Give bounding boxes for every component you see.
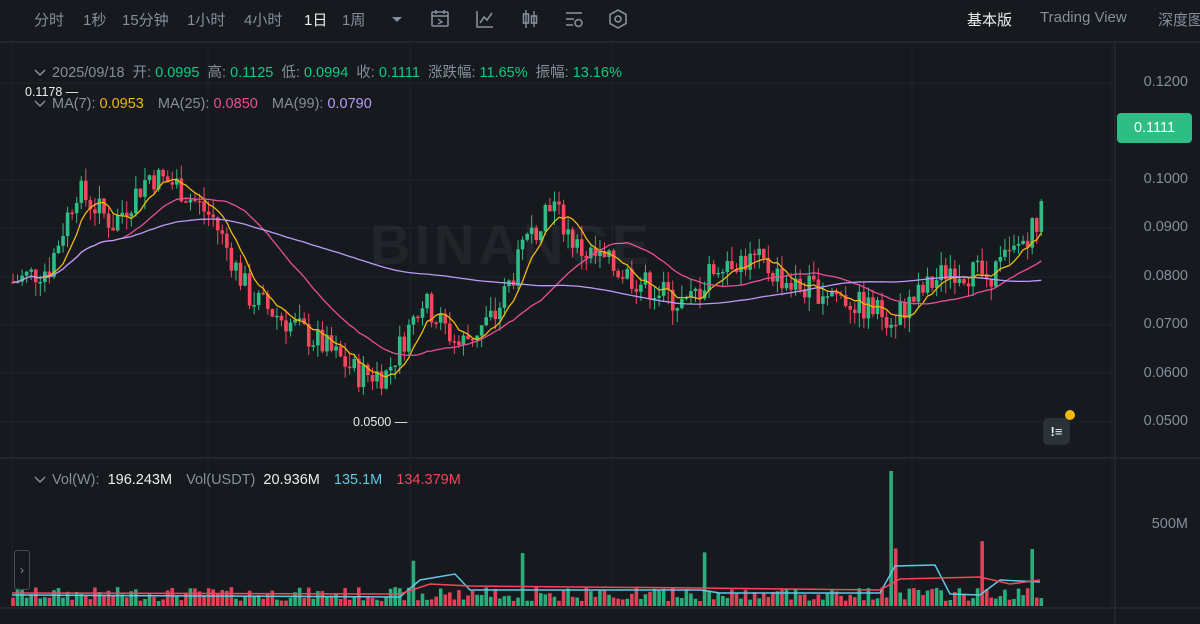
view-depth[interactable]: 深度图 <box>1158 12 1200 29</box>
toolbar: 分时 1秒 15分钟 1小时 4小时 1日 1周 基本版 Trading Vie… <box>0 0 1200 38</box>
ma25-label: MA(25): <box>157 96 210 112</box>
amp-label: 振幅: <box>535 65 569 81</box>
low-value: 0.0994 <box>303 65 349 81</box>
amp-value: 13.16% <box>572 65 622 81</box>
ohlc-date: 2025/09/18 <box>52 65 125 81</box>
hexagon-settings-icon[interactable] <box>607 8 629 30</box>
price-tick: 0.0900 <box>1143 219 1188 235</box>
volume-layer <box>11 471 1044 606</box>
view-basic[interactable]: 基本版 <box>967 12 1013 29</box>
high-extreme-label: 0.1178 — <box>25 85 79 99</box>
news-icon: !≡ <box>1050 424 1063 439</box>
tf-1d[interactable]: 1日 <box>304 12 328 29</box>
tf-1s[interactable]: 1秒 <box>83 12 107 29</box>
vol-usdt-label: Vol(USDT) <box>186 472 256 488</box>
price-tick: 0.0600 <box>1143 365 1188 381</box>
change-value: 11.65% <box>479 65 528 81</box>
ma7-value: 0.0953 <box>99 96 144 112</box>
sidebar-toggle[interactable]: › <box>14 550 30 590</box>
price-tick: 0.0700 <box>1143 316 1188 332</box>
chevron-down-icon[interactable] <box>34 475 46 485</box>
candles-layer <box>11 165 1044 396</box>
change-label: 涨跌幅: <box>427 65 476 81</box>
tf-4h[interactable]: 4小时 <box>244 12 283 29</box>
price-tick: 0.0800 <box>1143 268 1188 284</box>
vol-ma1-value: 135.1M <box>333 472 383 488</box>
candle-settings-icon[interactable] <box>519 8 541 30</box>
layout-settings-icon[interactable] <box>563 8 585 30</box>
chevron-right-icon: › <box>20 563 24 577</box>
volume-tick: 500M <box>1151 516 1188 532</box>
view-tradingview[interactable]: Trading View <box>1040 9 1127 26</box>
vol-label: Vol(W): <box>52 472 100 488</box>
price-tick: 0.1200 <box>1143 74 1188 90</box>
chart-grid <box>0 41 1200 624</box>
high-extreme-value: 0.1178 <box>25 85 63 99</box>
chevron-down-icon[interactable] <box>386 8 408 30</box>
tf-1w[interactable]: 1周 <box>342 12 366 29</box>
chevron-down-icon[interactable] <box>34 68 46 78</box>
ohlc-info: 2025/09/18 开: 0.0995 高: 0.1125 低: 0.0994 收:… <box>34 61 626 82</box>
notification-dot <box>1065 410 1075 420</box>
volume-info: Vol(W): 196.243M Vol(USDT) 20.936M 135.1… <box>34 472 465 488</box>
chevron-down-icon[interactable] <box>34 99 46 109</box>
low-extreme-value: 0.0500 <box>353 415 392 429</box>
tf-1h[interactable]: 1小时 <box>187 12 226 29</box>
high-value: 0.1125 <box>230 65 274 81</box>
ma99-value: 0.0790 <box>327 96 372 112</box>
vol-ma2-value: 134.379M <box>396 472 461 488</box>
price-tick: 0.1000 <box>1143 171 1188 187</box>
tf-intraday[interactable]: 分时 <box>34 12 65 29</box>
indicator-icon[interactable] <box>474 8 496 30</box>
price-tick: 0.0500 <box>1143 413 1188 429</box>
ma99-label: MA(99): <box>271 96 324 112</box>
low-extreme-label: 0.0500 — <box>353 415 408 429</box>
ma-lines-layer <box>12 178 1042 378</box>
ma7-label: MA(7): <box>52 96 96 112</box>
ma25-value: 0.0850 <box>213 96 258 112</box>
last-price-badge: 0.1111 <box>1117 113 1192 143</box>
low-label: 低: <box>281 65 300 81</box>
ma-info: MA(7): 0.0953 MA(25): 0.0850 MA(99): 0.0790 <box>34 96 376 112</box>
close-value: 0.1111 <box>378 65 420 81</box>
news-button[interactable]: !≡ <box>1043 418 1070 445</box>
close-label: 收: <box>356 65 375 81</box>
vol-value: 196.243M <box>107 472 173 488</box>
watermark: BINANCE <box>370 213 654 276</box>
high-label: 高: <box>207 65 227 81</box>
tf-15m[interactable]: 15分钟 <box>122 12 169 29</box>
open-label: 开: <box>132 65 152 81</box>
vol-usdt-value: 20.936M <box>263 472 320 488</box>
open-value: 0.0995 <box>155 65 200 81</box>
calendar-icon[interactable] <box>429 8 451 30</box>
